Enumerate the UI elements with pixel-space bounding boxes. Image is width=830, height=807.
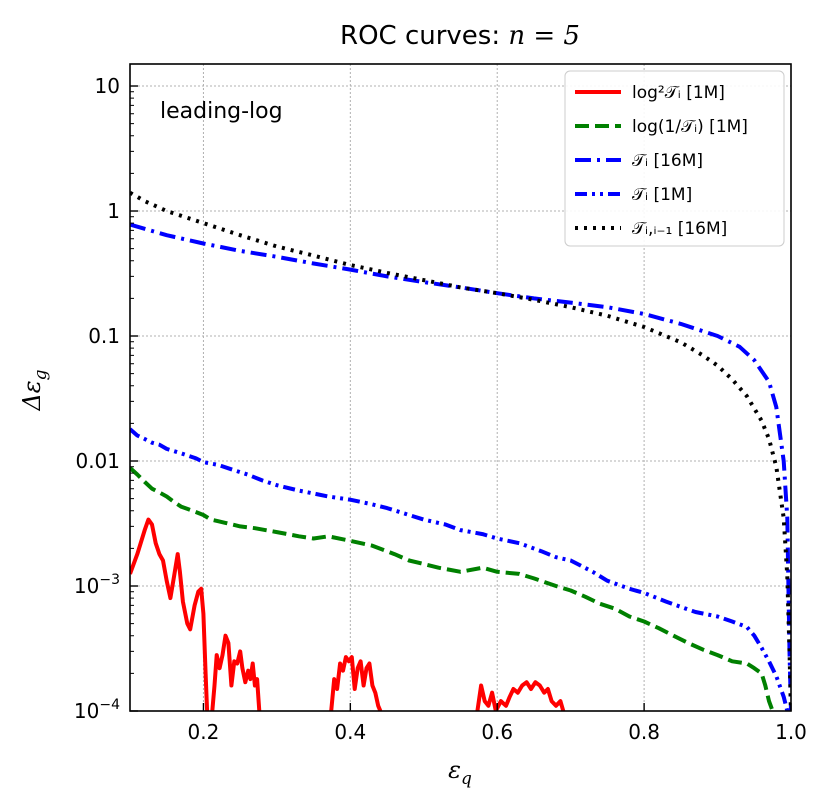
x-tick-label: 1.0 xyxy=(775,720,807,744)
series-line-0 xyxy=(329,655,383,711)
y-tick-label: 1 xyxy=(107,199,120,223)
series-layer xyxy=(130,190,791,711)
series-line-4 xyxy=(130,190,791,711)
y-axis-label: Δεg xyxy=(18,369,51,411)
x-axis-label: εq xyxy=(448,756,472,789)
series-line-0 xyxy=(130,517,210,711)
x-tick-label: 0.6 xyxy=(481,720,513,744)
y-tick-label: 10−4 xyxy=(74,697,120,723)
legend-label-1: log(1/𝒯ᵢ) [1M] xyxy=(632,117,748,137)
annotation-leading-log: leading-log xyxy=(160,99,283,124)
series-line-1 xyxy=(130,466,775,711)
chart-title-math: n = 5 xyxy=(508,21,580,51)
series-line-0 xyxy=(210,633,262,711)
legend-box xyxy=(564,70,785,247)
series-line-3 xyxy=(130,427,790,711)
y-tick-label: 10−3 xyxy=(74,572,120,598)
x-tick-label: 0.8 xyxy=(628,720,660,744)
y-tick-label-exponent: −3 xyxy=(99,572,120,588)
legend-label-3: 𝒯ᵢ [1M] xyxy=(632,185,692,205)
y-tick-label: 10 xyxy=(95,74,120,98)
legend-label-4: 𝒯ᵢ,ᵢ₋₁ [16M] xyxy=(632,219,727,239)
legend: log²𝒯ᵢ [1M] log(1/𝒯ᵢ) [1M] 𝒯ᵢ [16M] 𝒯ᵢ [1M]… xyxy=(564,70,785,247)
x-tick-label: 0.2 xyxy=(188,720,220,744)
chart-title: ROC curves: n = 5 xyxy=(340,21,580,51)
y-tick-label: 0.01 xyxy=(75,449,120,473)
legend-label-2: 𝒯ᵢ [16M] xyxy=(632,151,703,171)
legend-label-0: log²𝒯ᵢ [1M] xyxy=(632,83,725,103)
series-line-0 xyxy=(475,680,566,711)
plot-frame xyxy=(129,63,792,712)
y-tick-label-base: 10 xyxy=(74,699,99,723)
y-tick-label-exponent: −4 xyxy=(99,697,120,713)
series-line-2 xyxy=(130,222,791,711)
y-tick-label: 0.1 xyxy=(88,324,120,348)
x-tick-label: 0.4 xyxy=(334,720,366,744)
chart-title-text: ROC curves: xyxy=(340,21,508,51)
y-tick-label-base: 10 xyxy=(74,574,99,598)
